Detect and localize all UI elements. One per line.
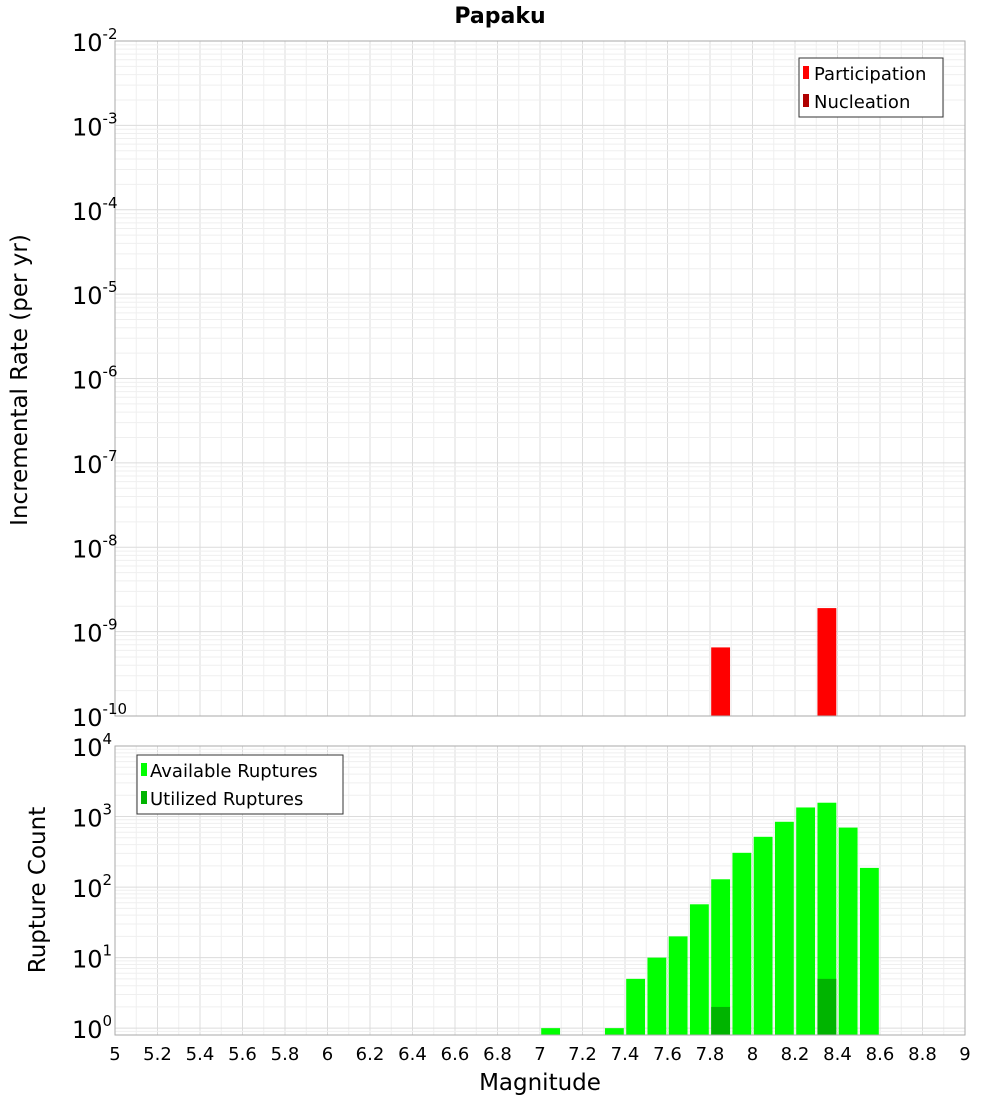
- bottom-bar-available-ruptures: [541, 1028, 561, 1035]
- bottom-bar-available-ruptures: [838, 827, 858, 1035]
- x-tick-label: 6: [322, 1044, 333, 1065]
- legend-label-nucleation: Nucleation: [814, 92, 910, 113]
- bottom-bar-available-ruptures: [604, 1028, 624, 1035]
- top-y-tick-label: 10-7: [72, 447, 118, 479]
- x-tick-label: 7.2: [568, 1044, 597, 1065]
- bottom-bar-available-ruptures: [817, 802, 837, 1035]
- x-tick-label: 5.6: [228, 1044, 257, 1065]
- x-tick-label: 5.4: [186, 1044, 215, 1065]
- bottom-y-tick-label: 103: [72, 801, 112, 833]
- x-tick-label: 8.8: [908, 1044, 937, 1065]
- x-tick-label: 7: [534, 1044, 545, 1065]
- x-tick-label: 6.8: [483, 1044, 512, 1065]
- x-tick-label: 7.8: [696, 1044, 725, 1065]
- top-plot-frame: [114, 40, 966, 717]
- top-y-tick-label: 10-10: [72, 700, 127, 732]
- x-tick-label: 5.8: [271, 1044, 300, 1065]
- bottom-legend[interactable]: Available Ruptures Utilized Ruptures: [136, 754, 344, 815]
- top-legend[interactable]: Participation Nucleation: [798, 57, 944, 118]
- bottom-bar-available-ruptures: [796, 807, 816, 1035]
- x-tick-label: 5.2: [143, 1044, 172, 1065]
- legend-swatch-available: [141, 763, 147, 776]
- x-tick-label: 7.6: [653, 1044, 682, 1065]
- x-tick-label: 6.4: [398, 1044, 427, 1065]
- x-tick-label: 8: [747, 1044, 758, 1065]
- x-tick-label: 8.4: [823, 1044, 852, 1065]
- bottom-bar-utilized-ruptures: [817, 978, 837, 1035]
- bottom-plot-bars: [541, 802, 879, 1035]
- legend-swatch-participation: [803, 66, 809, 79]
- bottom-plot-frame: [114, 745, 966, 1036]
- legend-label-participation: Participation: [814, 64, 926, 85]
- legend-label-utilized: Utilized Ruptures: [150, 789, 303, 810]
- bottom-bar-utilized-ruptures: [711, 1006, 731, 1035]
- bottom-y-tick-label: 101: [72, 942, 112, 974]
- bottom-bar-available-ruptures: [859, 867, 879, 1035]
- legend-swatch-utilized: [141, 791, 147, 804]
- top-y-tick-label: 10-3: [72, 109, 118, 141]
- x-tick-label: 8.6: [866, 1044, 895, 1065]
- top-plot-grid: [114, 40, 966, 717]
- x-tick-label: 9: [959, 1044, 970, 1065]
- top-y-tick-label: 10-6: [72, 363, 118, 395]
- bottom-bar-available-ruptures: [626, 978, 646, 1035]
- top-y-tick-label: 10-8: [72, 531, 118, 563]
- bottom-bar-available-ruptures: [689, 904, 709, 1035]
- bottom-bar-available-ruptures: [774, 821, 794, 1035]
- x-tick-label: 5: [109, 1044, 120, 1065]
- bottom-bar-available-ruptures: [711, 879, 731, 1035]
- legend-label-available: Available Ruptures: [150, 761, 318, 782]
- top-y-tick-label: 10-9: [72, 616, 118, 648]
- legend-swatch-nucleation: [803, 94, 809, 107]
- top-y-tick-label: 10-4: [72, 194, 118, 226]
- top-plot-bars: [711, 608, 837, 716]
- chart-title: Papaku: [454, 4, 545, 29]
- bottom-y-tick-label: 102: [72, 871, 112, 903]
- top-y-axis-label: Incremental Rate (per yr): [7, 234, 33, 526]
- top-y-tick-label: 10-2: [72, 25, 118, 57]
- top-bar-participation: [711, 647, 731, 716]
- x-tick-label: 6.6: [441, 1044, 470, 1065]
- bottom-bar-available-ruptures: [668, 936, 688, 1035]
- top-y-ticks: 10-10 10-9 10-8 10-7 10-6 10-5 10-4 10-3 10-2: [72, 25, 127, 732]
- top-y-tick-label: 10-5: [72, 278, 118, 310]
- x-axis-label: Magnitude: [479, 1070, 601, 1096]
- bottom-y-axis-label: Rupture Count: [25, 807, 51, 973]
- x-ticks: 5 5.2 5.4 5.6 5.8 6 6.2 6.4 6.6 6.8 7 7.2 7.4 7.6 7.8 8…: [109, 1044, 970, 1065]
- bottom-bar-available-ruptures: [732, 852, 752, 1035]
- bottom-y-ticks: 100 101 102 103 104: [72, 730, 112, 1044]
- top-bar-participation: [817, 608, 837, 716]
- x-tick-label: 8.2: [781, 1044, 810, 1065]
- x-tick-label: 6.2: [356, 1044, 385, 1065]
- bottom-bar-available-ruptures: [753, 836, 773, 1035]
- bottom-y-tick-label: 100: [72, 1012, 112, 1044]
- bottom-bar-available-ruptures: [647, 957, 667, 1035]
- bottom-y-tick-label: 104: [72, 730, 112, 762]
- x-tick-label: 7.4: [611, 1044, 640, 1065]
